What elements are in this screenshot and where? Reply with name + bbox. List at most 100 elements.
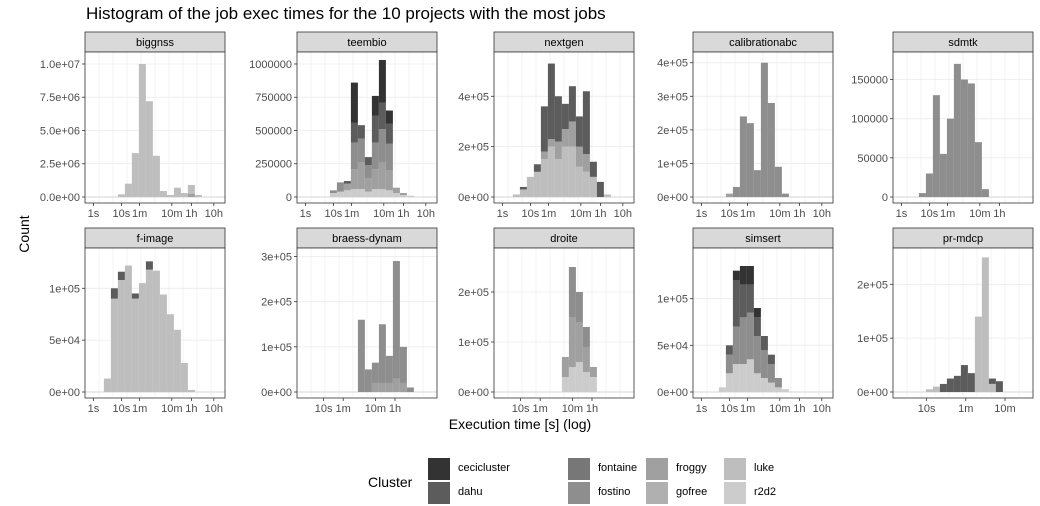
bar-segment-r2d2: [399, 195, 407, 197]
bar-segment-luke: [512, 194, 520, 197]
bar-segment-froggy: [568, 121, 576, 147]
x-tick-label: 10m: [769, 403, 790, 415]
bar-segment-r2d2: [568, 367, 576, 392]
bar-segment-fostino: [385, 143, 393, 171]
bar-segment-luke: [173, 187, 181, 197]
facet-f-image: f-image 0e+00 5e+04 1e+05 1s 10s 1m 10m 1h 10h: [49, 227, 226, 415]
y-tick-label: 2e+05: [458, 287, 489, 299]
bar-segment-r2d2: [392, 193, 400, 197]
y-tick-label: 0e+00: [857, 387, 888, 399]
facet-strip-label: braess-dynam: [332, 233, 402, 245]
x-tick-label: 10m: [373, 208, 394, 220]
bar-segment-cecicluster: [385, 110, 393, 124]
bar-segment-luke: [180, 362, 188, 392]
bar-segment-luke: [575, 166, 583, 197]
facet-nextgen: nextgen 0e+00 2e+05 4e+05 1s 10s 1m 10m 1h 10h: [458, 31, 635, 220]
bar-segment-fostino: [746, 123, 754, 197]
bar-segment-luke: [589, 176, 597, 197]
bar-segment-r2d2: [371, 189, 379, 197]
facet-droite: droite 0e+00 1e+05 2e+05 10s 1m 10m 1h: [458, 227, 635, 415]
panel-border: [296, 247, 438, 399]
bar-segment-r2d2: [575, 362, 583, 392]
legend-label: fostino: [598, 486, 631, 498]
x-tick-label: 10h: [205, 208, 223, 220]
x-tick-label: 1m: [344, 208, 359, 220]
panel-border: [493, 247, 635, 399]
bar-segment-r2d2: [350, 189, 358, 197]
bar-segment-dahu: [953, 375, 961, 392]
bar-segment-fostino: [575, 292, 583, 322]
legend-label: fontaine: [598, 462, 638, 474]
bar-segment-fostino: [767, 364, 775, 383]
bar-segment-r2d2: [364, 191, 372, 197]
bar-segment-luke: [131, 298, 139, 392]
bar-segment-cecicluster: [746, 266, 754, 285]
legend-label: dahu: [458, 486, 483, 498]
bar-segment-r2d2: [357, 189, 365, 197]
bar-segment-fostino: [932, 95, 940, 197]
bar-segment-fostino: [568, 267, 576, 317]
bar-segment-dahu: [767, 354, 775, 364]
y-tick-label: 1e+05: [49, 283, 80, 295]
bar-segment-fostino: [760, 62, 768, 197]
bar-segment-fostino: [406, 387, 414, 392]
facet-strip-label: calibrationabc: [729, 37, 797, 49]
bar-segment-dahu: [343, 181, 351, 184]
x-tick-label: 1s: [300, 208, 312, 220]
bar-segment-fostino: [981, 189, 989, 197]
bar-segment-luke: [166, 195, 174, 197]
x-tick-label: 1s: [696, 403, 708, 415]
bar-segment-dahu: [117, 271, 125, 280]
bar-segment-r2d2: [385, 190, 393, 197]
x-tick-label: 1h: [793, 403, 805, 415]
bar-segment-luke: [568, 146, 576, 197]
bar-segment-fostino: [746, 312, 754, 360]
x-tick-label: 10s: [325, 208, 343, 220]
panel-border: [692, 247, 834, 399]
bar-segment-luke: [187, 185, 195, 194]
x-axis-label: Execution time [s] (log): [448, 416, 592, 432]
legend-label: gofree: [676, 486, 708, 498]
x-tick-label: 10h: [813, 208, 831, 220]
x-tick-label: 1h: [389, 403, 401, 415]
bar-segment-froggy: [371, 169, 379, 190]
bar-segment-fostino: [364, 369, 372, 392]
y-tick-label: 3e+05: [657, 91, 688, 103]
bar-segment-fostino: [781, 193, 789, 197]
x-tick-label: 10s: [522, 208, 540, 220]
chart-title: Histogram of the job exec times for the …: [86, 4, 606, 23]
bar-segment-fostino: [357, 319, 365, 392]
bar-segment-r2d2: [739, 364, 747, 392]
bar-segment-dahu: [988, 378, 996, 384]
x-tick-label: 1m: [740, 403, 755, 415]
bar-segment-luke: [173, 329, 181, 392]
bar-segment-r2d2: [406, 195, 414, 197]
panel-border: [84, 51, 226, 204]
y-tick-label: 0e+00: [458, 192, 489, 204]
y-tick-label: 1e+05: [657, 158, 688, 170]
bar-segment-r2d2: [753, 373, 761, 392]
x-tick-label: 10m: [969, 208, 990, 220]
bar-segment-fostino: [350, 142, 358, 170]
bar-segment-froggy: [187, 193, 195, 197]
bar-segment-froggy: [582, 347, 590, 372]
x-tick-label: 1m: [533, 403, 548, 415]
bar-segment-luke: [603, 194, 611, 197]
bar-segment-r2d2: [589, 377, 597, 392]
x-tick-label: 10m: [994, 403, 1015, 415]
panel-border: [692, 51, 834, 204]
x-tick-label: 10m: [570, 208, 591, 220]
bar-segment-fostino: [732, 186, 740, 197]
bar-segment-luke: [124, 265, 132, 392]
bar-segment-dahu: [725, 345, 733, 355]
bar-segment-luke: [561, 146, 569, 197]
bar-segment-fostino: [774, 378, 782, 388]
bar-segment-luke: [988, 383, 996, 392]
bar-segment-luke: [582, 171, 590, 197]
bar-segment-luke: [138, 63, 146, 197]
x-tick-label: 1m: [958, 403, 973, 415]
bar-segment-dahu: [739, 284, 747, 318]
y-tick-label: 0e+00: [49, 387, 80, 399]
bar-segment-dahu: [746, 284, 754, 313]
legend-label: r2d2: [754, 486, 777, 498]
